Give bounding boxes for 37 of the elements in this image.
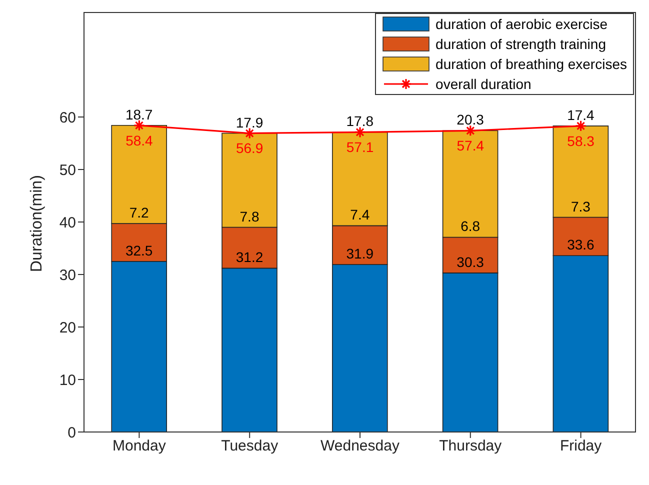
data-label: 33.6 bbox=[567, 236, 595, 253]
data-label: 32.5 bbox=[125, 242, 153, 258]
data-label: 56.9 bbox=[236, 140, 264, 156]
x-tick-label: Friday bbox=[560, 438, 602, 455]
y-tick-label: 10 bbox=[59, 372, 76, 389]
data-label: 31.9 bbox=[346, 246, 374, 262]
y-tick-label: 30 bbox=[59, 266, 76, 284]
data-label: 57.1 bbox=[346, 139, 374, 156]
data-label: 7.2 bbox=[129, 204, 150, 221]
data-label: 31.2 bbox=[236, 249, 264, 266]
x-tick-label: Thursday bbox=[439, 438, 502, 455]
data-label: 17.4 bbox=[567, 106, 595, 123]
data-label: 7.3 bbox=[570, 198, 591, 214]
data-label: 17.9 bbox=[236, 114, 264, 130]
data-label: 58.4 bbox=[126, 132, 154, 148]
y-tick-label: 60 bbox=[59, 109, 76, 126]
legend-label: overall duration bbox=[436, 76, 532, 92]
data-label: 7.4 bbox=[350, 206, 370, 223]
x-tick-label: Wednesday bbox=[320, 438, 400, 455]
legend-label: duration of strength training bbox=[436, 36, 606, 52]
x-tick-label: Tuesday bbox=[221, 438, 279, 455]
legend-label: duration of aerobic exercise bbox=[436, 16, 608, 32]
y-tick-label: 20 bbox=[59, 319, 76, 336]
x-tick-label: Monday bbox=[112, 438, 166, 455]
data-label: 58.3 bbox=[567, 132, 595, 149]
data-label: 30.3 bbox=[456, 254, 484, 270]
data-label: 17.8 bbox=[346, 113, 374, 130]
data-label: 18.7 bbox=[125, 106, 153, 122]
y-tick-label: 50 bbox=[59, 162, 76, 179]
y-axis-title: Duration(min) bbox=[28, 175, 46, 272]
data-label: 57.4 bbox=[456, 138, 484, 154]
data-label: 6.8 bbox=[460, 218, 480, 234]
data-label: 7.8 bbox=[240, 208, 260, 224]
legend-label: duration of breathing exercises bbox=[436, 56, 627, 72]
data-label: 20.3 bbox=[456, 112, 484, 128]
y-tick-label: 0 bbox=[68, 424, 76, 442]
y-tick-label: 40 bbox=[59, 214, 76, 232]
